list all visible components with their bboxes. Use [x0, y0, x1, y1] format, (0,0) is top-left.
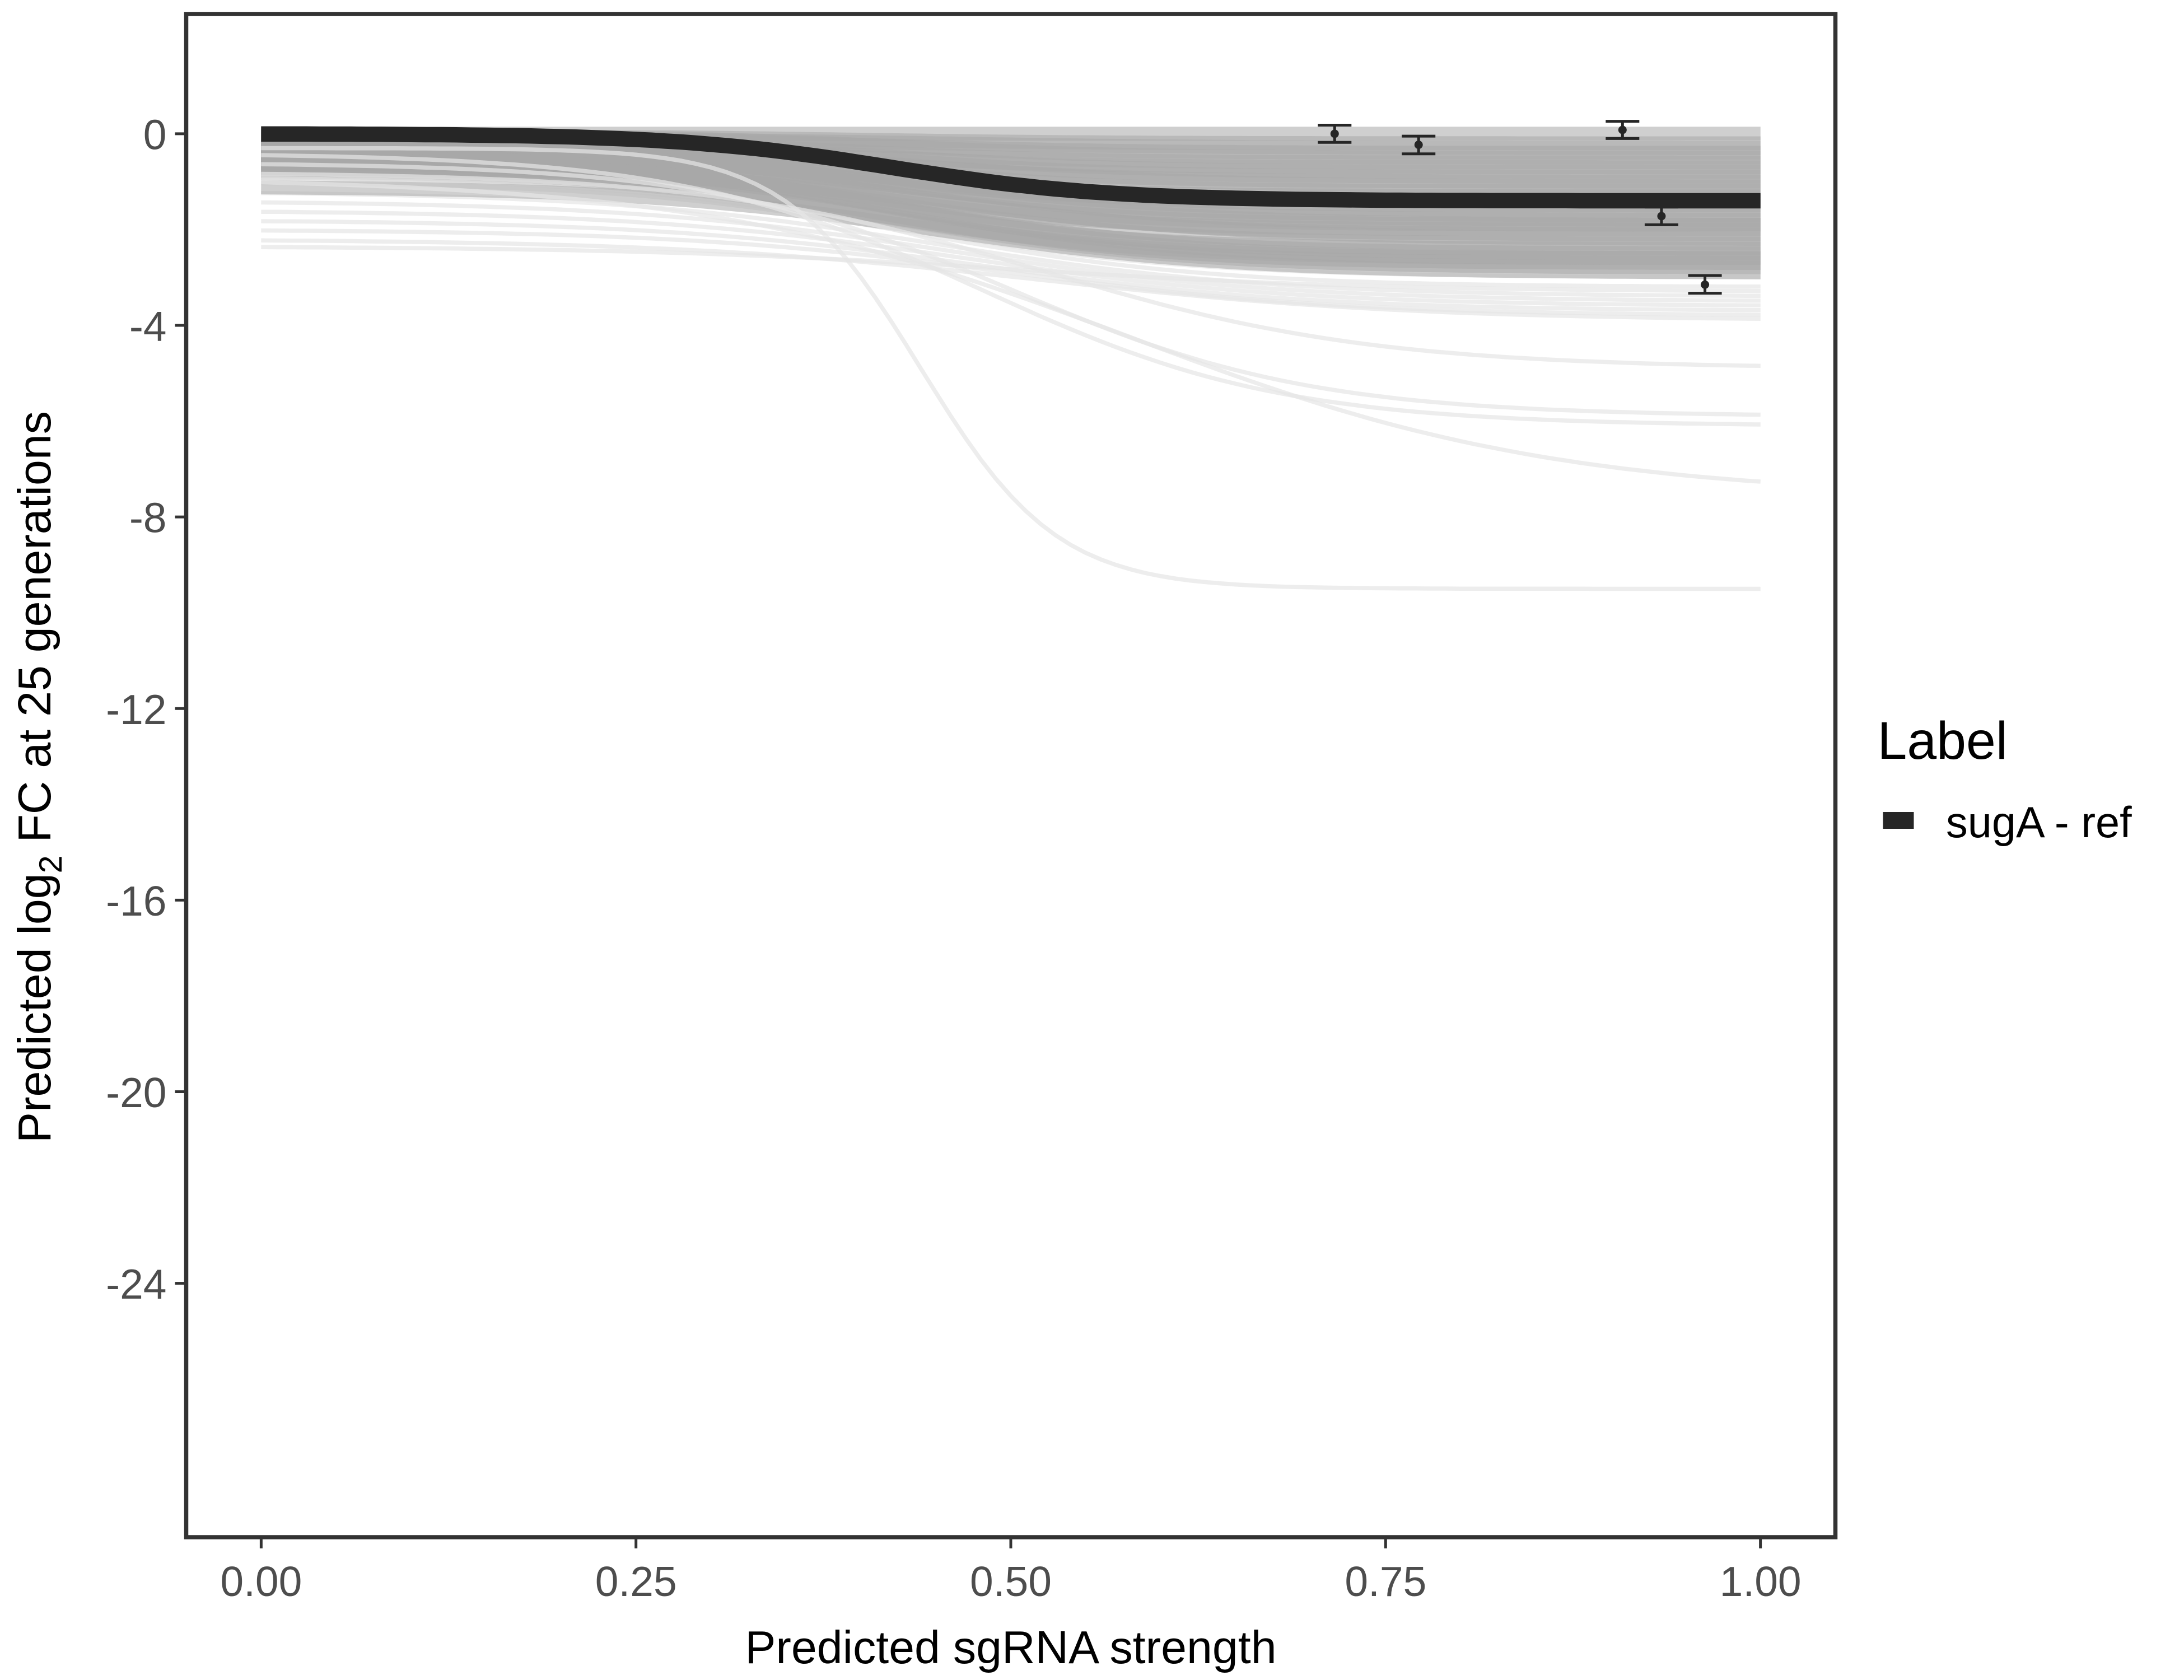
x-axis-title: Predicted sgRNA strength: [745, 1622, 1276, 1673]
legend-label: sugA - ref: [1946, 799, 2132, 847]
posterior-curve: [261, 153, 1761, 427]
x-axis: 0.00 0.25 0.50 0.75 1.00: [220, 1537, 1802, 1605]
posterior-curve: [261, 162, 1761, 417]
posterior-curve: [261, 209, 1761, 307]
reference-curve: [261, 126, 1761, 209]
posterior-curve: [261, 228, 1761, 317]
y-tick-label: -12: [106, 686, 166, 733]
y-tick-label: -24: [106, 1261, 166, 1308]
posterior-curve: [261, 191, 1761, 298]
y-axis: 0 -4 -8 -12 -16 -20 -24: [106, 111, 186, 1308]
posterior-curve: [261, 180, 1761, 484]
x-tick-label: 0.50: [970, 1558, 1052, 1605]
posterior-curve: [261, 171, 1761, 368]
y-axis-title: Predicted log2 FC at 25 generations: [9, 411, 69, 1143]
posterior-curves: [261, 127, 1761, 591]
posterior-curve: [261, 180, 1761, 279]
y-tick-label: 0: [143, 111, 167, 158]
point-marker: [1618, 125, 1627, 134]
point-marker: [1330, 129, 1339, 138]
data-point: [1688, 274, 1722, 295]
y-tick-label: -4: [129, 302, 167, 349]
legend: Label sugA - ref: [1878, 711, 2132, 847]
data-point: [1606, 120, 1640, 140]
data-point: [1318, 123, 1352, 144]
point-marker: [1701, 280, 1710, 289]
y-tick-label: -20: [106, 1069, 166, 1116]
point-marker: [1414, 141, 1423, 150]
x-tick-label: 0.25: [595, 1558, 677, 1605]
y-tick-label: -16: [106, 878, 166, 925]
data-point: [1644, 206, 1678, 226]
legend-key: [1883, 812, 1914, 829]
legend-title: Label: [1878, 711, 2008, 771]
data-point: [1402, 134, 1436, 156]
posterior-curve: [261, 146, 1761, 591]
posterior-curve: [261, 245, 1761, 293]
posterior-curve: [261, 238, 1761, 321]
x-tick-label: 0.00: [220, 1558, 302, 1605]
data-points: [1318, 120, 1722, 295]
x-tick-label: 1.00: [1720, 1558, 1802, 1605]
y-tick-label: -8: [129, 494, 167, 542]
x-tick-label: 0.75: [1345, 1558, 1426, 1605]
point-marker: [1657, 212, 1666, 221]
